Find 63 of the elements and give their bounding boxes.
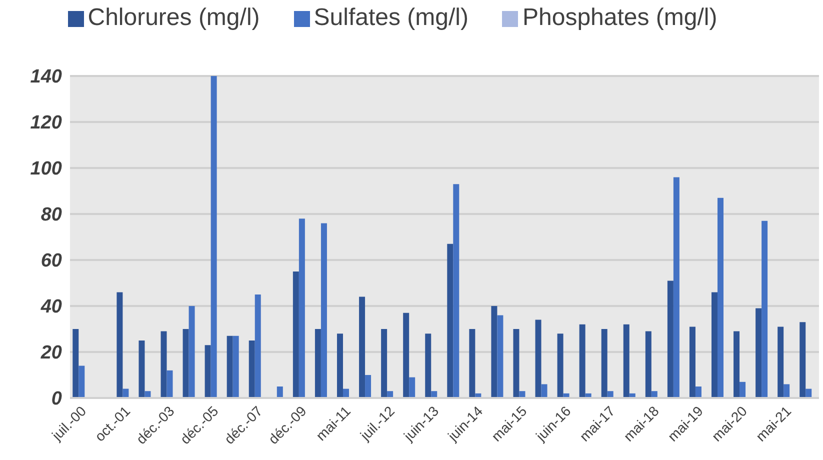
bar [579,324,586,398]
bar [232,336,239,398]
bar [541,384,548,398]
bar [800,322,806,398]
bar [188,306,195,398]
bar [78,366,85,398]
bar [320,223,327,398]
bar [447,244,454,398]
bar [138,340,145,398]
bar [409,377,416,398]
bar [292,272,299,398]
y-tick-label: 80 [40,204,62,226]
y-tick-label: 120 [30,112,62,134]
bar [226,336,233,398]
bar [695,386,702,398]
bar [166,370,173,398]
bar [204,345,211,398]
y-tick-label: 40 [40,296,62,318]
bar [717,198,724,398]
bar [469,329,476,398]
bar [276,386,283,398]
bar [248,340,255,398]
bar [535,320,542,398]
y-tick-label: 140 [30,66,62,88]
bar [254,294,261,398]
bar [298,218,305,398]
bar [762,220,768,398]
legend-label: Chlorures (mg/l) [88,4,260,31]
legend-label: Sulfates (mg/l) [314,4,468,31]
bar [381,329,388,398]
y-tick-label: 100 [30,158,62,180]
bar [116,292,123,398]
bar [623,324,630,398]
bar [711,292,718,398]
y-tick-label: 60 [40,250,62,272]
bar [756,308,762,398]
bar [740,382,746,398]
bar [491,306,498,398]
y-tick-label: 20 [40,342,62,364]
bar [673,177,680,398]
bar [160,331,167,398]
bar [513,329,520,398]
bar [557,334,564,398]
bar [645,331,652,398]
bar [72,329,79,398]
bar [667,280,674,398]
bar [601,329,608,398]
bar [689,326,696,398]
bar [210,76,217,398]
bar [403,312,410,398]
y-tick-label: 0 [51,388,62,410]
bar [734,331,740,398]
bar [336,334,343,398]
bar [359,296,366,398]
bar [784,384,790,398]
bar [497,315,504,398]
legend-label: Phosphates (mg/l) [522,4,718,31]
bar [182,329,189,398]
bar [425,334,432,398]
bar [314,329,321,398]
bar [778,326,784,398]
bar [453,184,460,398]
bar [365,375,372,398]
